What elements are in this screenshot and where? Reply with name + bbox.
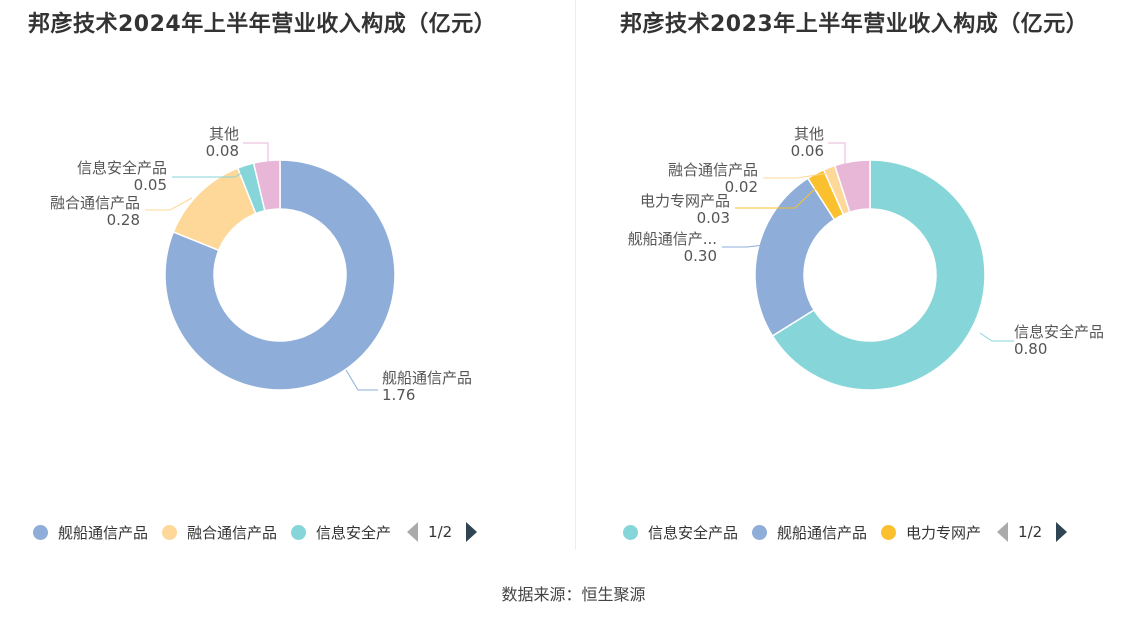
chart-title: 邦彦技术2023年上半年营业收入构成（亿元） <box>620 12 1089 37</box>
legend-page-indicator: 1/2 <box>428 523 453 541</box>
panel-divider <box>575 0 576 550</box>
slice-value-label: 0.28 <box>107 211 140 229</box>
label-leader-line <box>243 142 269 162</box>
label-leader-line <box>735 186 818 209</box>
legend-item-ship-comm[interactable]: 舰船通信产品 <box>33 522 148 543</box>
data-source-note: 数据来源：恒生聚源 <box>501 585 646 604</box>
slice-value-label: 0.02 <box>725 178 758 196</box>
chart-panel-2024: 邦彦技术2024年上半年营业收入构成（亿元） 舰船通信产品 1.76 融合通信产品 0… <box>0 0 573 560</box>
legend-label: 信息安全产 <box>316 523 392 542</box>
legend-item-power-network[interactable]: 电力专网产 <box>881 522 981 543</box>
legend-item-info-security[interactable]: 信息安全产 <box>291 522 391 543</box>
donut-slice[interactable] <box>754 177 836 337</box>
slice-value-label: 0.30 <box>684 247 717 265</box>
donut-slice[interactable] <box>252 159 281 212</box>
legend-dot <box>291 524 307 540</box>
slice-value-label: 0.05 <box>134 176 167 194</box>
slice-category-label: 信息安全产品 <box>1014 323 1104 341</box>
slice-category-label: 融合通信产品 <box>668 161 758 179</box>
next-page-icon[interactable] <box>1056 522 1068 542</box>
chart-panel-2023: 邦彦技术2023年上半年营业收入构成（亿元） 信息安全产品 0.80 舰船通信产..… <box>577 0 1147 560</box>
next-page-icon[interactable] <box>466 522 478 542</box>
legend-label: 信息安全产品 <box>648 523 739 542</box>
prev-page-icon[interactable] <box>997 522 1009 542</box>
legend: 舰船通信产品 融合通信产品 信息安全产 1/2 <box>33 520 478 544</box>
legend-label: 融合通信产品 <box>187 523 278 542</box>
legend-item-info-security[interactable]: 信息安全产品 <box>623 522 738 543</box>
legend-item-ship-comm[interactable]: 舰船通信产品 <box>752 522 867 543</box>
slice-category-label: 信息安全产品 <box>77 159 167 177</box>
label-leader-line <box>722 244 765 248</box>
legend-pager: 1/2 <box>407 522 478 542</box>
legend-dot <box>162 524 178 540</box>
legend-dot <box>33 524 48 540</box>
legend-dot <box>623 524 638 540</box>
legend-page-indicator: 1/2 <box>1018 523 1043 541</box>
legend: 信息安全产品 舰船通信产品 电力专网产 1/2 <box>623 520 1068 544</box>
legend-pager: 1/2 <box>997 522 1068 542</box>
slice-value-label: 0.06 <box>791 142 824 160</box>
prev-page-icon[interactable] <box>407 522 419 542</box>
chart-title: 邦彦技术2024年上半年营业收入构成（亿元） <box>28 12 497 37</box>
donut-slice[interactable] <box>771 159 986 391</box>
slice-value-label: 1.76 <box>382 386 415 404</box>
slice-value-label: 0.08 <box>206 142 239 160</box>
legend-label: 电力专网产 <box>906 523 982 542</box>
legend-item-converged-comm[interactable]: 融合通信产品 <box>162 522 277 543</box>
label-leader-line <box>345 369 378 391</box>
label-leader-line <box>145 197 193 211</box>
label-leader-line <box>763 172 830 179</box>
slice-category-label: 舰船通信产... <box>628 230 717 248</box>
donut-chart-2023: 信息安全产品0.80舰船通信产...0.30电力专网产品0.03融合通信产品0.… <box>628 125 1104 391</box>
label-leader-line <box>172 171 244 178</box>
donut-slice[interactable] <box>164 159 396 391</box>
legend-label: 舰船通信产品 <box>777 523 868 542</box>
slice-category-label: 其他 <box>794 125 824 143</box>
slice-category-label: 电力专网产品 <box>640 192 730 210</box>
slice-category-label: 融合通信产品 <box>50 194 140 212</box>
slice-category-label: 其他 <box>209 125 239 143</box>
legend-dot <box>881 524 897 540</box>
label-leader-line <box>828 142 846 165</box>
legend-dot <box>752 524 768 540</box>
legend-label: 舰船通信产品 <box>58 523 149 542</box>
slice-value-label: 0.03 <box>697 209 730 227</box>
label-leader-line <box>979 332 1014 342</box>
slice-category-label: 舰船通信产品 <box>382 369 472 387</box>
slice-value-label: 0.80 <box>1014 340 1047 358</box>
